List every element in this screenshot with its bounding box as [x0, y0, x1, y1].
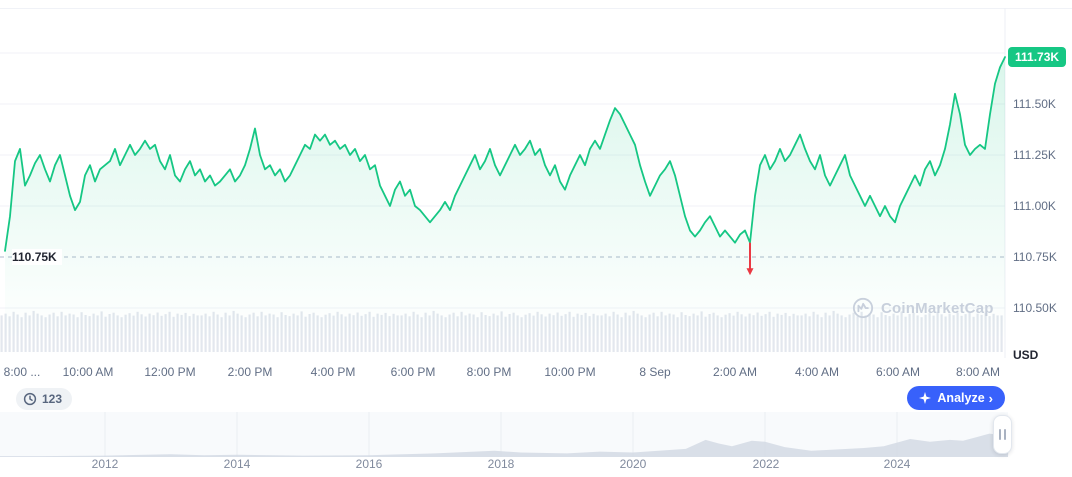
x-axis-label: 4:00 PM: [310, 365, 356, 379]
watermark-text: CoinMarketCap: [881, 299, 994, 317]
x-axis-label: 6:00 PM: [390, 365, 436, 379]
timeline-year-label: 2012: [91, 457, 119, 471]
x-axis-label: 4:00 AM: [794, 365, 840, 379]
y-axis-label: 110.75K: [1013, 250, 1057, 264]
price-line: [4, 56, 1006, 252]
x-axis-label: 8:00 PM: [466, 365, 512, 379]
y-axis-label: 110.50K: [1013, 301, 1057, 315]
history-count-value: 123: [42, 392, 63, 406]
timeline-year-label: 2022: [752, 457, 780, 471]
currency-label: USD: [1013, 348, 1039, 362]
timeline-year-label: 2020: [619, 457, 647, 471]
current-price-badge: 111.73K: [1008, 47, 1067, 68]
open-price-label: 110.75K: [12, 249, 62, 265]
history-count-badge[interactable]: 123: [16, 388, 73, 410]
x-axis-label: 10:00 AM: [62, 365, 114, 379]
x-axis-label: 6:00 AM: [875, 365, 921, 379]
x-axis-label: 2:00 AM: [712, 365, 758, 379]
analyze-sparkle-icon: [919, 392, 932, 404]
coinmarketcap-logo-icon: [852, 297, 874, 319]
y-axis-label: 111.50K: [1013, 97, 1056, 111]
x-axis-label: 8:00 AM: [955, 365, 1001, 379]
timeline-history-area: [0, 433, 1010, 457]
price-dip-marker: [746, 242, 754, 276]
history-clock-icon: [23, 392, 37, 406]
chevron-right-icon: ›: [988, 390, 993, 406]
timeline-scrubber[interactable]: [0, 412, 1072, 458]
analyze-button[interactable]: Analyze ›: [907, 386, 1005, 410]
timeline-year-label: 2018: [487, 457, 515, 471]
timeline-year-label: 2016: [355, 457, 383, 471]
top-divider: [0, 8, 1072, 9]
timeline-year-axis: 2012 2014 2016 2018 2020 2022 2024: [0, 457, 1072, 475]
time-axis: 8:00 ... 10:00 AM 12:00 PM 2:00 PM 4:00 …: [0, 365, 1072, 383]
x-axis-label: 8 Sep: [639, 365, 671, 379]
timeline-year-label: 2014: [223, 457, 251, 471]
x-axis-label: 12:00 PM: [144, 365, 196, 379]
x-axis-label: 10:00 PM: [544, 365, 596, 379]
x-axis-label: 2:00 PM: [227, 365, 273, 379]
y-axis-label: 111.25K: [1013, 148, 1056, 162]
price-chart[interactable]: [0, 0, 1072, 360]
timeline-handle[interactable]: [993, 415, 1012, 454]
analyze-button-label: Analyze: [937, 391, 985, 405]
y-axis-label: 111.00K: [1013, 199, 1056, 213]
timeline-year-label: 2024: [883, 457, 911, 471]
x-axis-label: 8:00 ...: [3, 365, 41, 379]
watermark: CoinMarketCap: [852, 297, 994, 319]
